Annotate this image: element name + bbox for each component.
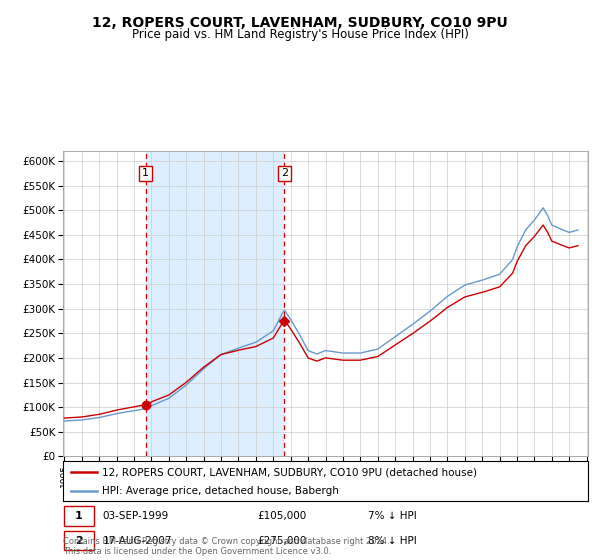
Text: 8% ↓ HPI: 8% ↓ HPI xyxy=(367,535,416,545)
Text: Price paid vs. HM Land Registry's House Price Index (HPI): Price paid vs. HM Land Registry's House … xyxy=(131,28,469,41)
Text: 7% ↓ HPI: 7% ↓ HPI xyxy=(367,511,416,521)
Text: 03-SEP-1999: 03-SEP-1999 xyxy=(103,511,169,521)
Text: 12, ROPERS COURT, LAVENHAM, SUDBURY, CO10 9PU: 12, ROPERS COURT, LAVENHAM, SUDBURY, CO1… xyxy=(92,16,508,30)
Text: 1: 1 xyxy=(75,511,83,521)
Text: HPI: Average price, detached house, Babergh: HPI: Average price, detached house, Babe… xyxy=(103,486,339,496)
Text: 2: 2 xyxy=(75,535,83,545)
Text: £105,000: £105,000 xyxy=(257,511,307,521)
Text: 17-AUG-2007: 17-AUG-2007 xyxy=(103,535,172,545)
Bar xyxy=(146,151,284,456)
Text: 2: 2 xyxy=(281,169,288,178)
Text: 1: 1 xyxy=(142,169,149,178)
Text: Contains HM Land Registry data © Crown copyright and database right 2024.
This d: Contains HM Land Registry data © Crown c… xyxy=(63,536,389,556)
FancyBboxPatch shape xyxy=(64,531,94,550)
Text: £275,000: £275,000 xyxy=(257,535,307,545)
Text: 12, ROPERS COURT, LAVENHAM, SUDBURY, CO10 9PU (detached house): 12, ROPERS COURT, LAVENHAM, SUDBURY, CO1… xyxy=(103,467,478,477)
FancyBboxPatch shape xyxy=(64,506,94,526)
